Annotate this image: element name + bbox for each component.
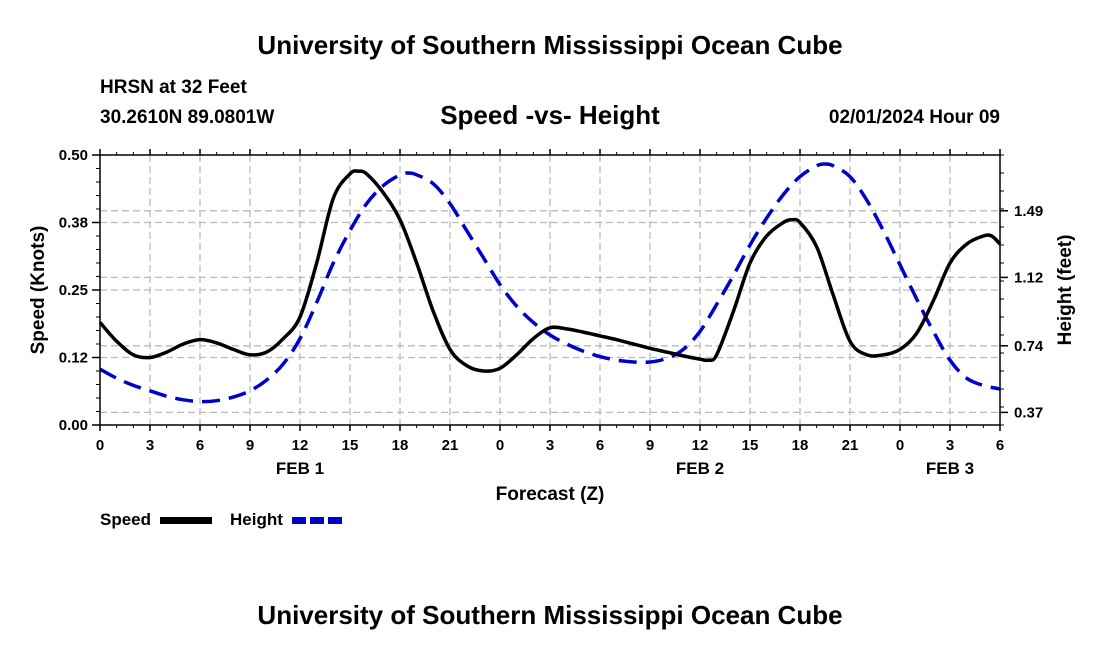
station-label: HRSN at 32 Feet: [100, 77, 247, 98]
date-label: FEB 2: [676, 459, 724, 478]
x-tick-label: 21: [442, 437, 459, 454]
x-tick-label: 18: [792, 437, 809, 454]
x-axis-label: Forecast (Z): [496, 484, 605, 505]
y-tick-label: 0.00: [59, 417, 88, 434]
y2-tick-label: 0.74: [1014, 338, 1044, 355]
date-label: FEB 3: [926, 459, 974, 478]
footer-title: University of Southern Mississippi Ocean…: [257, 600, 843, 630]
x-tick-label: 0: [496, 437, 504, 454]
y-tick-label: 0.25: [59, 282, 88, 299]
y-tick-label: 0.12: [59, 350, 88, 367]
series-line-speed: [98, 169, 1002, 373]
date-label: FEB 1: [276, 459, 324, 478]
series-line-height: [99, 162, 1001, 404]
y2-tick-label: 0.37: [1014, 404, 1043, 421]
x-tick-label: 3: [146, 437, 154, 454]
legend-speed-label: Speed: [100, 510, 152, 529]
x-tick-label: 9: [646, 437, 654, 454]
x-tick-label: 12: [292, 437, 309, 454]
x-tick-label: 3: [946, 437, 954, 454]
axes: 0 3 6 9 12 15 18 21 0 3 6 9 12 15 18 21 0 3 6 FEB 1 FEB 2 FEB…: [59, 147, 1044, 478]
x-tick-label: 0: [896, 437, 904, 454]
legend-speed-swatch: [160, 517, 212, 524]
y2-axis-label: Height (feet): [1055, 235, 1076, 346]
y-tick-label: 0.38: [59, 215, 88, 232]
y2-tick-label: 1.49: [1014, 203, 1043, 220]
x-tick-label: 9: [246, 437, 254, 454]
x-tick-label: 6: [996, 437, 1004, 454]
x-tick-label: 21: [842, 437, 859, 454]
y2-tick-label: 1.12: [1014, 269, 1043, 286]
x-tick-label: 6: [596, 437, 604, 454]
x-tick-label: 3: [546, 437, 554, 454]
x-tick-label: 18: [392, 437, 409, 454]
series-layer: [98, 162, 1002, 404]
x-tick-label: 6: [196, 437, 204, 454]
x-tick-label: 15: [742, 437, 759, 454]
legend-height-swatch: [292, 517, 342, 524]
station-coordinates: 30.2610N 89.0801W: [100, 107, 275, 128]
y-tick-label: 0.50: [59, 147, 88, 164]
chart-title: University of Southern Mississippi Ocean…: [257, 30, 843, 60]
x-tick-label: 15: [342, 437, 359, 454]
legend-height-label: Height: [230, 510, 283, 529]
y-axis-label: Speed (Knots): [28, 226, 49, 355]
forecast-datetime: 02/01/2024 Hour 09: [828, 107, 1000, 128]
x-tick-label: 12: [692, 437, 709, 454]
grid: [100, 155, 1000, 425]
x-tick-label: 0: [96, 437, 104, 454]
chart-subtitle: Speed -vs- Height: [440, 100, 660, 130]
